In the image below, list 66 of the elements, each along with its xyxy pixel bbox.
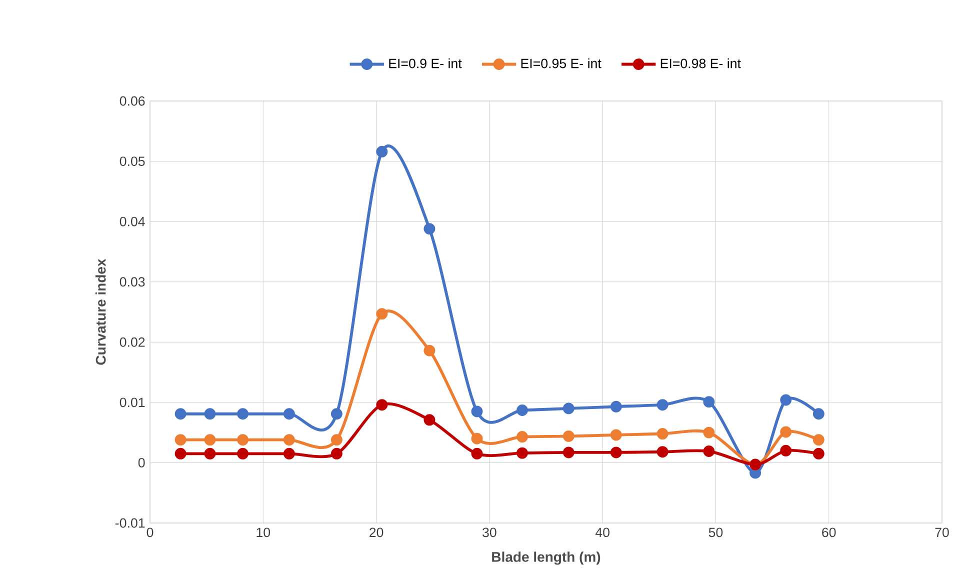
point [204,448,216,460]
x-tick-label: 70 [935,528,949,538]
x-tick-label: 10 [256,528,270,538]
point [562,446,574,458]
y-tick-label: -0.01 [115,518,145,528]
point [610,400,622,412]
x-tick-label: 30 [482,528,496,538]
y-tick-label: 0.01 [120,398,145,408]
point [424,344,436,356]
point [376,399,388,411]
y-tick-label: 0 [138,458,145,468]
point [424,223,436,235]
y-tick-label: 0.03 [120,277,145,287]
y-axis-title: Curvature index [95,258,106,365]
point [516,404,528,416]
point [562,430,574,442]
point [330,434,342,446]
point [703,426,715,438]
point [780,444,792,456]
point [283,408,295,420]
point [656,428,668,440]
point [330,448,342,460]
y-tick-label: 0.04 [120,216,145,226]
legend-label: EI=0.98 E- int [660,58,741,68]
point [703,446,715,457]
point [812,434,824,446]
legend-label: EI=0.9 E- int [389,58,462,68]
point [471,448,483,460]
point [283,448,295,460]
y-tick-label: 0.02 [120,337,145,347]
point [330,408,342,420]
point [516,431,528,443]
point [376,146,388,158]
point [237,448,249,460]
point [780,394,792,406]
point [812,448,824,460]
y-tick-label: 0.06 [120,96,145,106]
point [610,429,622,441]
point [471,406,483,418]
point [703,396,715,408]
point [516,447,528,459]
point [204,434,216,446]
point [174,448,186,460]
point [812,408,824,420]
point [610,446,622,458]
point [424,414,436,426]
x-tick-label: 60 [822,528,836,538]
x-tick-label: 40 [595,528,610,538]
x-axis-title: Blade length (m) [492,552,600,565]
point [656,399,668,411]
point [656,446,668,458]
x-tick-label: 20 [370,528,384,538]
point [237,408,249,420]
point [204,408,216,420]
legend-label: EI=0.95 E- int [521,58,602,68]
x-tick-label: 50 [708,528,723,538]
point [780,426,792,438]
x-tick-label: 0 [146,528,154,538]
point [237,434,249,446]
point [376,308,388,320]
point [471,432,483,444]
point [283,434,295,446]
point [562,402,574,414]
point [174,434,186,446]
point [174,408,186,420]
y-tick-label: 0.05 [120,156,145,166]
